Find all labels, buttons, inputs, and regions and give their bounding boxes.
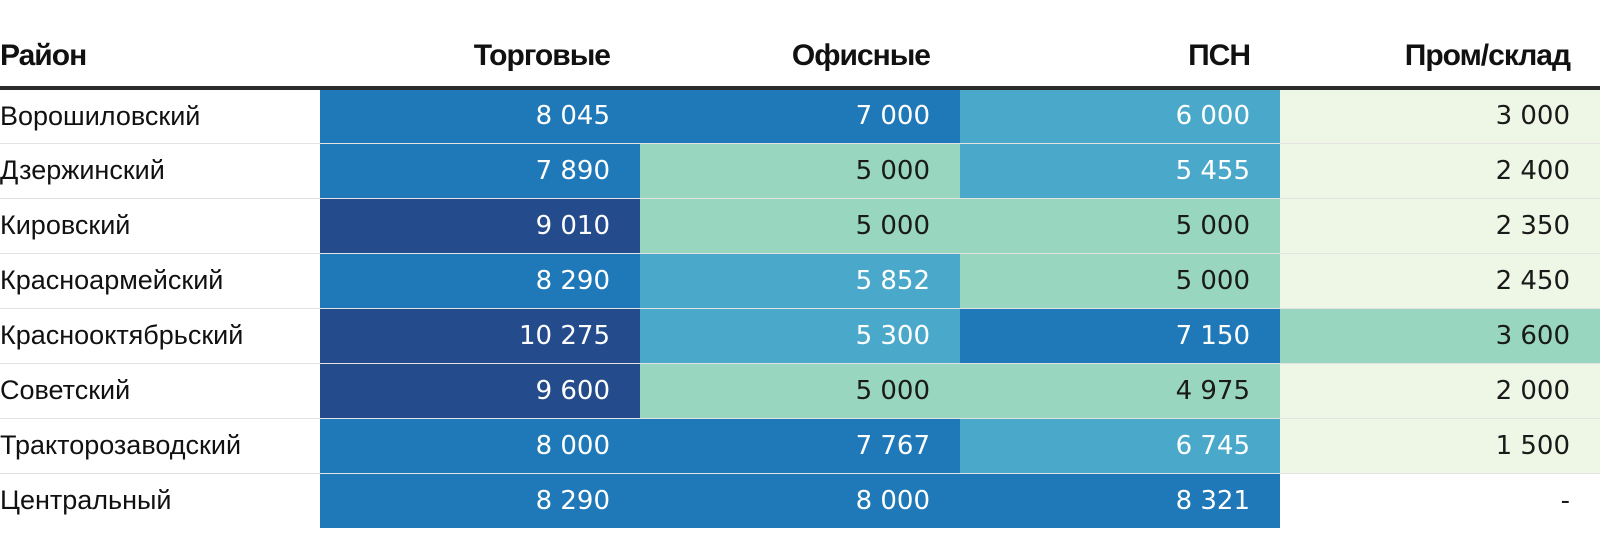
table-row: Ворошиловский 8 045 7 000 6 000 3 000 xyxy=(0,88,1600,144)
heatmap-cell-office: 5 852 xyxy=(640,253,960,309)
column-header-industrial: Пром/склад xyxy=(1280,26,1600,90)
header-row: Район Торговые Офисные ПСН Пром/склад xyxy=(0,26,1600,90)
heatmap-cell-office: 8 000 xyxy=(640,473,960,528)
heatmap-cell-retail: 7 890 xyxy=(320,143,640,199)
column-header-psn: ПСН xyxy=(960,26,1280,90)
heatmap-cell-office: 5 300 xyxy=(640,308,960,364)
heatmap-cell-office: 7 767 xyxy=(640,418,960,474)
district-name: Кировский xyxy=(0,198,320,254)
heatmap-cell-office: 5 000 xyxy=(640,143,960,199)
heatmap-cell-office: 7 000 xyxy=(640,88,960,144)
table-row: Дзержинский 7 890 5 000 5 455 2 400 xyxy=(0,143,1600,199)
district-name: Советский xyxy=(0,363,320,419)
table-row: Центральный 8 290 8 000 8 321- xyxy=(0,473,1600,528)
heatmap-cell-psn: 4 975 xyxy=(960,363,1280,419)
heatmap-cell-office: 5 000 xyxy=(640,198,960,254)
heatmap-cell-industrial: 2 000 xyxy=(1280,363,1600,419)
district-name: Тракторозаводский xyxy=(0,418,320,474)
column-header-office: Офисные xyxy=(640,26,960,90)
district-name: Краснооктябрьский xyxy=(0,308,320,364)
district-name: Красноармейский xyxy=(0,253,320,309)
heatmap-cell-retail: 8 045 xyxy=(320,88,640,144)
heatmap-cell-psn: 5 000 xyxy=(960,253,1280,309)
heatmap-table: Район Торговые Офисные ПСН Пром/склад Во… xyxy=(0,26,1600,528)
heatmap-cell-office: 5 000 xyxy=(640,363,960,419)
column-header-retail: Торговые xyxy=(320,26,640,90)
heatmap-cell-psn: 6 000 xyxy=(960,88,1280,144)
district-name: Ворошиловский xyxy=(0,88,320,144)
heatmap-cell-industrial: 2 350 xyxy=(1280,198,1600,254)
heatmap-cell-retail: 9 010 xyxy=(320,198,640,254)
heatmap-cell-retail: 10 275 xyxy=(320,308,640,364)
table-row: Тракторозаводский 8 000 7 767 6 745 1 500 xyxy=(0,418,1600,474)
heatmap-cell-psn: 8 321 xyxy=(960,473,1280,528)
heatmap-cell-psn: 7 150 xyxy=(960,308,1280,364)
heatmap-cell-retail: 8 290 xyxy=(320,253,640,309)
table-row: Советский 9 600 5 000 4 975 2 000 xyxy=(0,363,1600,419)
heatmap-cell-retail: 8 290 xyxy=(320,473,640,528)
table-body: Ворошиловский 8 045 7 000 6 000 3 000 Дзержин… xyxy=(0,88,1600,528)
column-header-district: Район xyxy=(0,26,320,90)
heatmap-cell-industrial: 2 400 xyxy=(1280,143,1600,199)
heatmap-cell-industrial: - xyxy=(1280,473,1600,528)
heatmap-cell-retail: 8 000 xyxy=(320,418,640,474)
heatmap-cell-industrial: 2 450 xyxy=(1280,253,1600,309)
heatmap-cell-psn: 5 455 xyxy=(960,143,1280,199)
heatmap-cell-psn: 5 000 xyxy=(960,198,1280,254)
district-name: Дзержинский xyxy=(0,143,320,199)
district-name: Центральный xyxy=(0,473,320,528)
table-row: Краснооктябрьский 10 275 5 300 7 150 3 600 xyxy=(0,308,1600,364)
heatmap-cell-industrial: 3 000 xyxy=(1280,88,1600,144)
heatmap-cell-industrial: 1 500 xyxy=(1280,418,1600,474)
heatmap-cell-psn: 6 745 xyxy=(960,418,1280,474)
table-row: Красноармейский 8 290 5 852 5 000 2 450 xyxy=(0,253,1600,309)
heatmap-cell-retail: 9 600 xyxy=(320,363,640,419)
table-row: Кировский 9 010 5 000 5 000 2 350 xyxy=(0,198,1600,254)
heatmap-cell-industrial: 3 600 xyxy=(1280,308,1600,364)
